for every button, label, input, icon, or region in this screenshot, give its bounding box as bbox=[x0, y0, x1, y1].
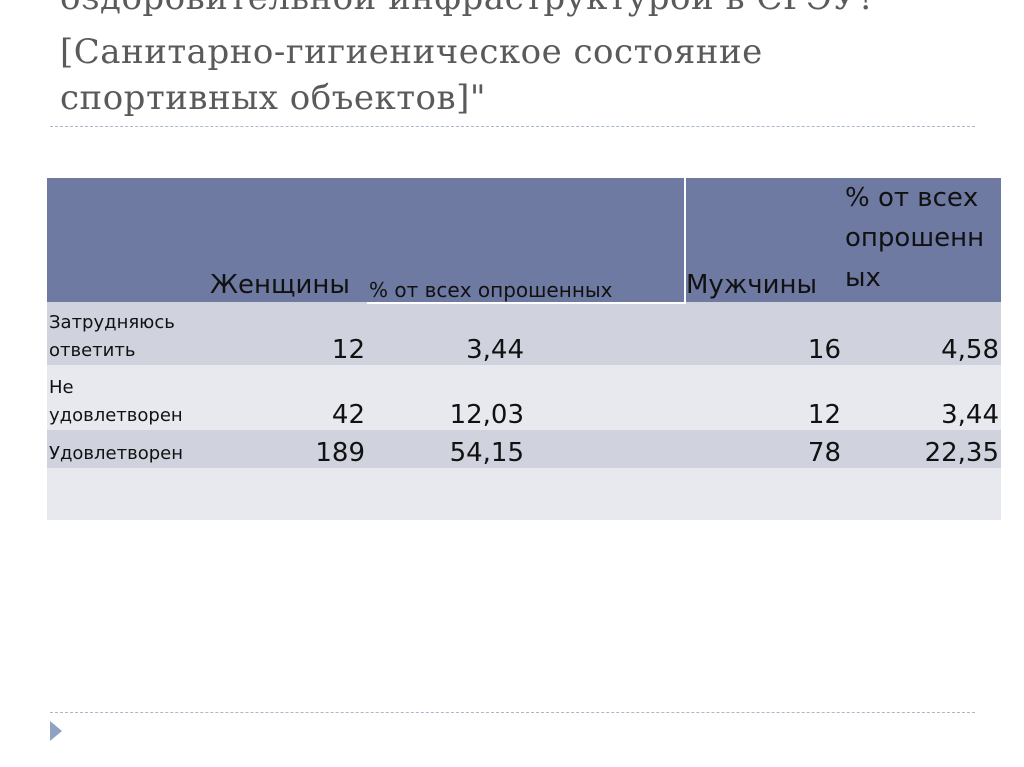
table-cell: % от всех опрошенных bbox=[843, 178, 1003, 304]
table-cell: 12 bbox=[684, 365, 845, 432]
empty-cell bbox=[526, 365, 686, 432]
cell-text: Не удовлетворен bbox=[49, 377, 183, 426]
table-cell: Не удовлетворен bbox=[47, 365, 210, 432]
divider bbox=[50, 712, 975, 713]
empty-cell bbox=[47, 178, 210, 304]
cell-text: 42 bbox=[331, 400, 365, 430]
table-cell: Затрудняюсь ответить bbox=[47, 302, 210, 367]
table-cell: 12 bbox=[208, 302, 369, 367]
cell-text: 54,15 bbox=[449, 438, 524, 468]
empty-cell bbox=[208, 468, 369, 522]
cell-text: 12,03 bbox=[449, 400, 524, 430]
empty-cell bbox=[843, 468, 1003, 522]
empty-cell bbox=[47, 468, 210, 522]
table-cell: 189 bbox=[208, 430, 369, 470]
empty-cell bbox=[526, 302, 686, 367]
cell-text: 12 bbox=[331, 335, 365, 365]
cell-text: 3,44 bbox=[941, 400, 999, 430]
cell-text: 3,44 bbox=[466, 335, 524, 365]
table-cell: Мужчины bbox=[684, 178, 845, 304]
table-cell: 22,35 bbox=[843, 430, 1003, 470]
table-cell: 78 bbox=[684, 430, 845, 470]
nav-arrow bbox=[50, 721, 62, 741]
empty-cell bbox=[526, 430, 686, 470]
cell-text: 12 bbox=[807, 400, 841, 430]
cell-text: 4,58 bbox=[941, 335, 999, 365]
cell-text: % от всех опрошенных bbox=[845, 183, 985, 293]
table-cell: 3,44 bbox=[843, 365, 1003, 432]
cell-text: Удовлетворен bbox=[49, 443, 183, 464]
cell-text: Женщины bbox=[210, 270, 350, 300]
table-cell: Удовлетворен bbox=[47, 430, 210, 470]
table-cell: % от всех опрошенных bbox=[367, 178, 686, 304]
cell-text: 189 bbox=[315, 438, 365, 468]
cell-text: 22,35 bbox=[924, 438, 999, 468]
cell-text: % от всех опрошенных bbox=[369, 278, 613, 302]
table-cell: 42 bbox=[208, 365, 369, 432]
title-line: [Санитарно-гигиеническое состояние bbox=[60, 32, 763, 72]
table-cell: 12,03 bbox=[367, 365, 528, 432]
empty-cell bbox=[684, 468, 845, 522]
table-cell: 16 bbox=[684, 302, 845, 367]
cell-text: 16 bbox=[807, 335, 841, 365]
table-cell: 4,58 bbox=[843, 302, 1003, 367]
cell-text: Мужчины bbox=[686, 270, 818, 300]
divider bbox=[50, 126, 975, 127]
arrow-shape bbox=[50, 721, 62, 741]
title-line: оздоровительной инфраструктурой в СГЭУ? bbox=[60, 0, 876, 18]
cell-text: Затрудняюсь ответить bbox=[49, 312, 175, 361]
table-cell: 54,15 bbox=[367, 430, 528, 470]
cell-text: 78 bbox=[807, 438, 841, 468]
title-line: спортивных объектов]" bbox=[60, 78, 487, 118]
table-cell: 3,44 bbox=[367, 302, 528, 367]
empty-cell bbox=[367, 468, 528, 522]
empty-cell bbox=[526, 468, 686, 522]
table-cell: Женщины bbox=[208, 178, 369, 304]
